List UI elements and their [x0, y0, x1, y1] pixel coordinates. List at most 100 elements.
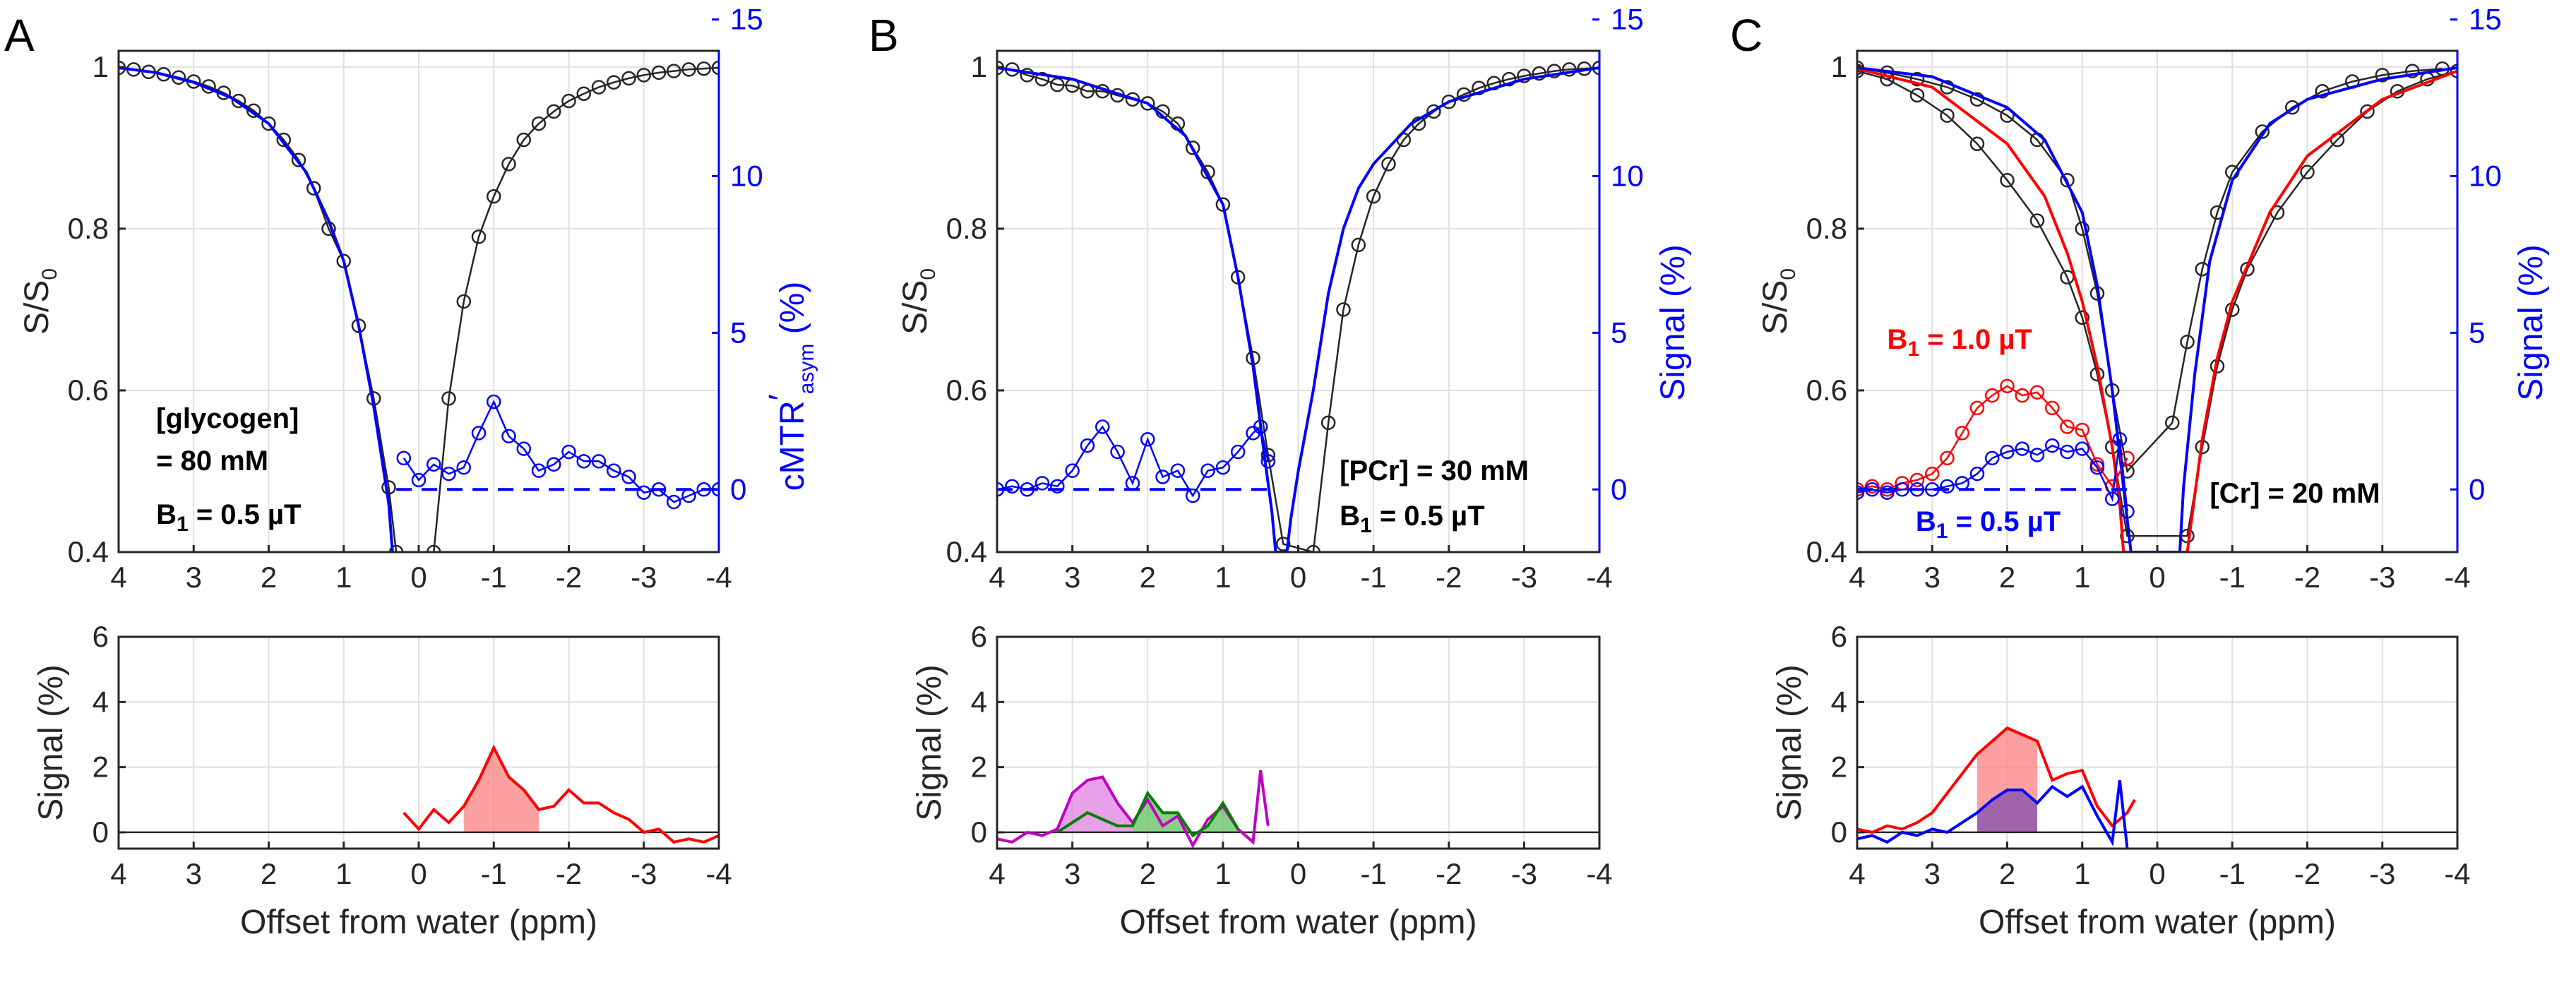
data-point — [2300, 164, 2315, 180]
y-axis-label: Signal (%) — [32, 664, 70, 820]
data-point — [1336, 302, 1351, 317]
data-point — [487, 189, 501, 204]
data-point — [576, 86, 591, 101]
data-point — [1546, 64, 1562, 78]
x-tick-label: 2 — [1999, 561, 2015, 594]
data-point — [2029, 385, 2045, 400]
data-point — [2029, 448, 2045, 462]
y2-label-main: cMTR — [774, 400, 811, 491]
x-tick-label: 4 — [989, 857, 1005, 890]
series-line — [119, 66, 394, 552]
data-point — [411, 472, 427, 488]
data-point — [2075, 221, 2089, 237]
data-point — [471, 229, 487, 244]
y2-label-sub: asym — [795, 344, 818, 395]
y-tick-label: 0 — [1831, 815, 1847, 849]
x-tick-label: -1 — [2219, 857, 2246, 890]
signal-line — [1056, 790, 1239, 838]
x-tick-label: 3 — [1064, 561, 1080, 594]
x-tick-label: 4 — [1849, 561, 1865, 594]
data-point — [501, 429, 516, 444]
data-point — [607, 463, 621, 478]
y-tick-label: 2 — [1831, 750, 1847, 784]
series-line — [997, 425, 1270, 498]
x-tick-label: -2 — [2294, 857, 2320, 890]
x-tick-label: -1 — [481, 561, 507, 594]
data-point — [471, 426, 487, 441]
data-point — [1140, 432, 1155, 447]
data-point — [388, 544, 404, 552]
data-point — [2089, 460, 2105, 475]
y-tick-label: 0.4 — [1806, 535, 1847, 568]
series-line — [1857, 66, 2443, 474]
data-point — [516, 441, 531, 456]
data-point — [1140, 96, 1155, 111]
data-point — [1940, 479, 1955, 494]
data-point — [621, 71, 636, 86]
data-point — [2450, 64, 2457, 78]
y-tick-label: 2 — [971, 750, 987, 784]
y-axis-label: S/S0 — [1757, 268, 1800, 335]
data-point — [621, 469, 636, 484]
data-point — [456, 460, 471, 475]
data-point — [1969, 466, 1985, 481]
x-axis-label: Offset from water (ppm) — [1979, 904, 2336, 941]
data-point — [487, 394, 501, 409]
x-tick-label: 0 — [2149, 561, 2165, 594]
y2-axis-label: Signal (%) — [1654, 244, 1692, 400]
y2-label-unit: (%) — [774, 282, 811, 344]
annotation-b1: B1 = 0.5 µT — [1340, 501, 1484, 537]
data-point — [667, 494, 681, 510]
bottom-plot-area — [119, 744, 719, 844]
x-axis-label: Offset from water (ppm) — [240, 904, 597, 941]
x-tick-label: -4 — [705, 561, 732, 594]
y-tick-label: 0.8 — [946, 212, 987, 245]
x-tick-label: 3 — [186, 561, 202, 594]
y-tick-label: 0 — [971, 815, 987, 849]
top-axes: 4 3 2 1 0 -1 -2 -3 -40.40.60.81051015S/S0cMTR′as… — [18, 3, 818, 594]
x-tick-label: -1 — [481, 857, 507, 890]
data-point — [607, 75, 621, 90]
b1-label: B — [1340, 501, 1360, 532]
x-tick-label: -1 — [1360, 561, 1386, 594]
y2-tick-label: 0 — [1611, 472, 1627, 506]
data-point — [441, 466, 456, 481]
y-axis-label-sub: 0 — [38, 268, 61, 280]
b1-sub: 1 — [177, 513, 189, 536]
y-tick-label: 4 — [93, 685, 109, 718]
data-point — [2060, 172, 2075, 188]
y-tick-label: 1 — [1831, 50, 1847, 83]
series-line — [1857, 66, 2457, 552]
series-line — [1857, 439, 2128, 512]
y-axis-label-main: S/S — [1757, 280, 1794, 335]
data-point — [1050, 77, 1065, 92]
y-tick-label: 0.4 — [946, 535, 987, 568]
y-axis-label-sub: 0 — [1777, 268, 1800, 280]
x-tick-label: -4 — [2444, 561, 2470, 594]
data-point — [636, 485, 651, 500]
x-tick-label: 4 — [110, 561, 126, 594]
x-tick-label: -3 — [2369, 561, 2395, 594]
data-point — [696, 61, 711, 76]
y-tick-label: 2 — [93, 750, 109, 784]
y-tick-label: 0.4 — [68, 535, 109, 568]
x-tick-label: 0 — [410, 857, 427, 890]
annotation-b1: B1 = 0.5 µT — [156, 499, 301, 536]
y-tick-label: 1 — [93, 50, 109, 83]
x-tick-label: -3 — [1511, 857, 1537, 890]
x-tick-label: 4 — [110, 857, 126, 890]
y-tick-label: 4 — [1831, 685, 1847, 718]
x-axis-label: Offset from water (ppm) — [1120, 904, 1477, 941]
data-point — [1034, 71, 1050, 87]
data-point — [1969, 92, 1985, 107]
data-point — [396, 450, 411, 466]
series-line — [119, 66, 719, 552]
data-point — [591, 454, 607, 469]
b1-value: = 0.5 µT — [1948, 506, 2061, 537]
x-tick-label: -3 — [2369, 857, 2395, 890]
data-point — [1170, 463, 1186, 478]
annotation-b1-low: B1 = 0.5 µT — [1916, 506, 2061, 543]
x-tick-label: -1 — [1360, 857, 1386, 890]
signal-line — [402, 744, 719, 844]
y-tick-label: 6 — [971, 620, 987, 653]
